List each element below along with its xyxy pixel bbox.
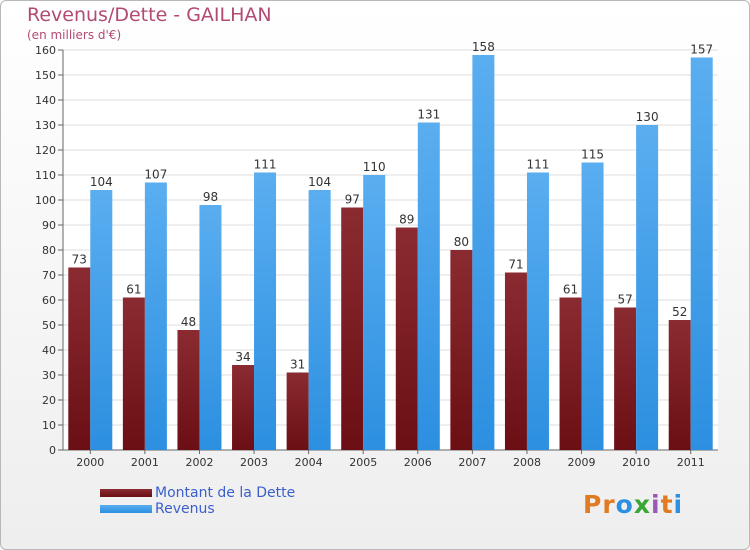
y-tick-label: 80: [42, 244, 56, 257]
bar-dette[interactable]: [232, 365, 255, 450]
x-tick-label: 2009: [568, 456, 596, 469]
legend-item-dette[interactable]: Montant de la Dette: [100, 485, 295, 501]
bar-revenus[interactable]: [526, 172, 549, 451]
bar-revenus[interactable]: [581, 162, 604, 451]
label-dette: 71: [508, 258, 523, 272]
label-dette: 61: [563, 283, 578, 297]
bar-dette[interactable]: [286, 372, 309, 451]
label-dette: 48: [181, 315, 196, 329]
bar-revenus[interactable]: [472, 55, 495, 450]
bar-revenus[interactable]: [363, 175, 386, 450]
y-tick-label: 50: [42, 319, 56, 332]
legend-label-revenus: Revenus: [155, 501, 215, 517]
bar-dette[interactable]: [122, 297, 145, 451]
label-dette: 61: [126, 283, 141, 297]
bar-dette[interactable]: [177, 330, 200, 450]
x-tick-label: 2011: [677, 456, 705, 469]
bar-revenus[interactable]: [199, 205, 222, 450]
label-revenus: 111: [527, 158, 550, 172]
legend-label-dette: Montant de la Dette: [155, 485, 296, 501]
label-dette: 57: [617, 293, 632, 307]
bar-revenus[interactable]: [690, 57, 713, 451]
bar-revenus[interactable]: [254, 172, 277, 451]
logo-letter: r: [602, 490, 616, 519]
bar-dette[interactable]: [559, 297, 582, 451]
bar-dette[interactable]: [504, 272, 527, 451]
label-revenus: 110: [363, 160, 386, 174]
y-tick-label: 30: [42, 369, 56, 382]
bar-dette[interactable]: [614, 307, 637, 451]
label-dette: 73: [72, 253, 87, 267]
x-tick-label: 2005: [349, 456, 377, 469]
bar-dette[interactable]: [450, 250, 473, 450]
x-tick-label: 2002: [185, 456, 213, 469]
x-tick-label: 2008: [513, 456, 541, 469]
label-revenus: 98: [203, 190, 218, 204]
y-tick-label: 110: [35, 169, 56, 182]
label-revenus: 107: [144, 168, 167, 182]
bar-revenus[interactable]: [417, 122, 440, 451]
label-revenus: 115: [581, 148, 604, 162]
label-revenus: 157: [690, 43, 713, 57]
logo-letter: x: [633, 490, 651, 519]
x-tick-label: 2001: [131, 456, 159, 469]
label-revenus: 130: [636, 110, 659, 124]
y-tick-label: 100: [35, 194, 56, 207]
x-tick-label: 2010: [622, 456, 650, 469]
chart-title: Revenus/Dette - GAILHAN: [27, 4, 272, 26]
y-tick-label: 60: [42, 294, 56, 307]
label-dette: 31: [290, 358, 305, 372]
x-tick-label: 2000: [76, 456, 104, 469]
legend-swatch-revenus: [100, 505, 152, 513]
proxiti-logo[interactable]: Proxiti: [583, 490, 683, 519]
legend-item-revenus[interactable]: Revenus: [100, 501, 295, 517]
label-revenus: 104: [308, 175, 331, 189]
logo-letter: o: [615, 490, 634, 519]
label-revenus: 111: [254, 158, 277, 172]
x-tick-label: 2004: [295, 456, 323, 469]
label-dette: 89: [399, 213, 414, 227]
bar-dette[interactable]: [341, 207, 364, 451]
label-revenus: 104: [90, 175, 113, 189]
logo-letter: P: [583, 490, 603, 519]
bar-dette[interactable]: [395, 227, 418, 451]
legend: Montant de la Dette Revenus: [100, 485, 295, 517]
y-tick-label: 20: [42, 394, 56, 407]
y-tick-label: 140: [35, 94, 56, 107]
bar-revenus[interactable]: [636, 125, 659, 450]
x-tick-label: 2006: [404, 456, 432, 469]
y-tick-label: 150: [35, 69, 56, 82]
y-tick-label: 40: [42, 344, 56, 357]
y-tick-label: 130: [35, 119, 56, 132]
bar-revenus[interactable]: [90, 190, 113, 450]
legend-swatch-dette: [100, 489, 152, 497]
y-tick-label: 160: [35, 44, 56, 57]
bar-revenus[interactable]: [308, 190, 331, 450]
label-revenus: 131: [417, 108, 440, 122]
y-tick-label: 70: [42, 269, 56, 282]
label-dette: 97: [345, 193, 360, 207]
logo-letter: t: [660, 490, 674, 519]
label-dette: 52: [672, 305, 687, 319]
bar-dette[interactable]: [668, 320, 691, 450]
chart-subtitle: (en milliers d'€): [27, 28, 122, 42]
x-tick-label: 2007: [458, 456, 486, 469]
bar-revenus[interactable]: [144, 182, 167, 451]
logo-letter: i: [651, 490, 661, 519]
y-tick-label: 0: [49, 444, 56, 457]
logo-letter: i: [673, 490, 684, 519]
label-dette: 80: [454, 235, 469, 249]
x-tick-label: 2003: [240, 456, 268, 469]
y-tick-label: 120: [35, 144, 56, 157]
label-revenus: 158: [472, 40, 495, 54]
y-tick-label: 90: [42, 219, 56, 232]
bar-dette[interactable]: [68, 267, 91, 451]
y-tick-label: 10: [42, 419, 56, 432]
label-dette: 34: [235, 350, 250, 364]
